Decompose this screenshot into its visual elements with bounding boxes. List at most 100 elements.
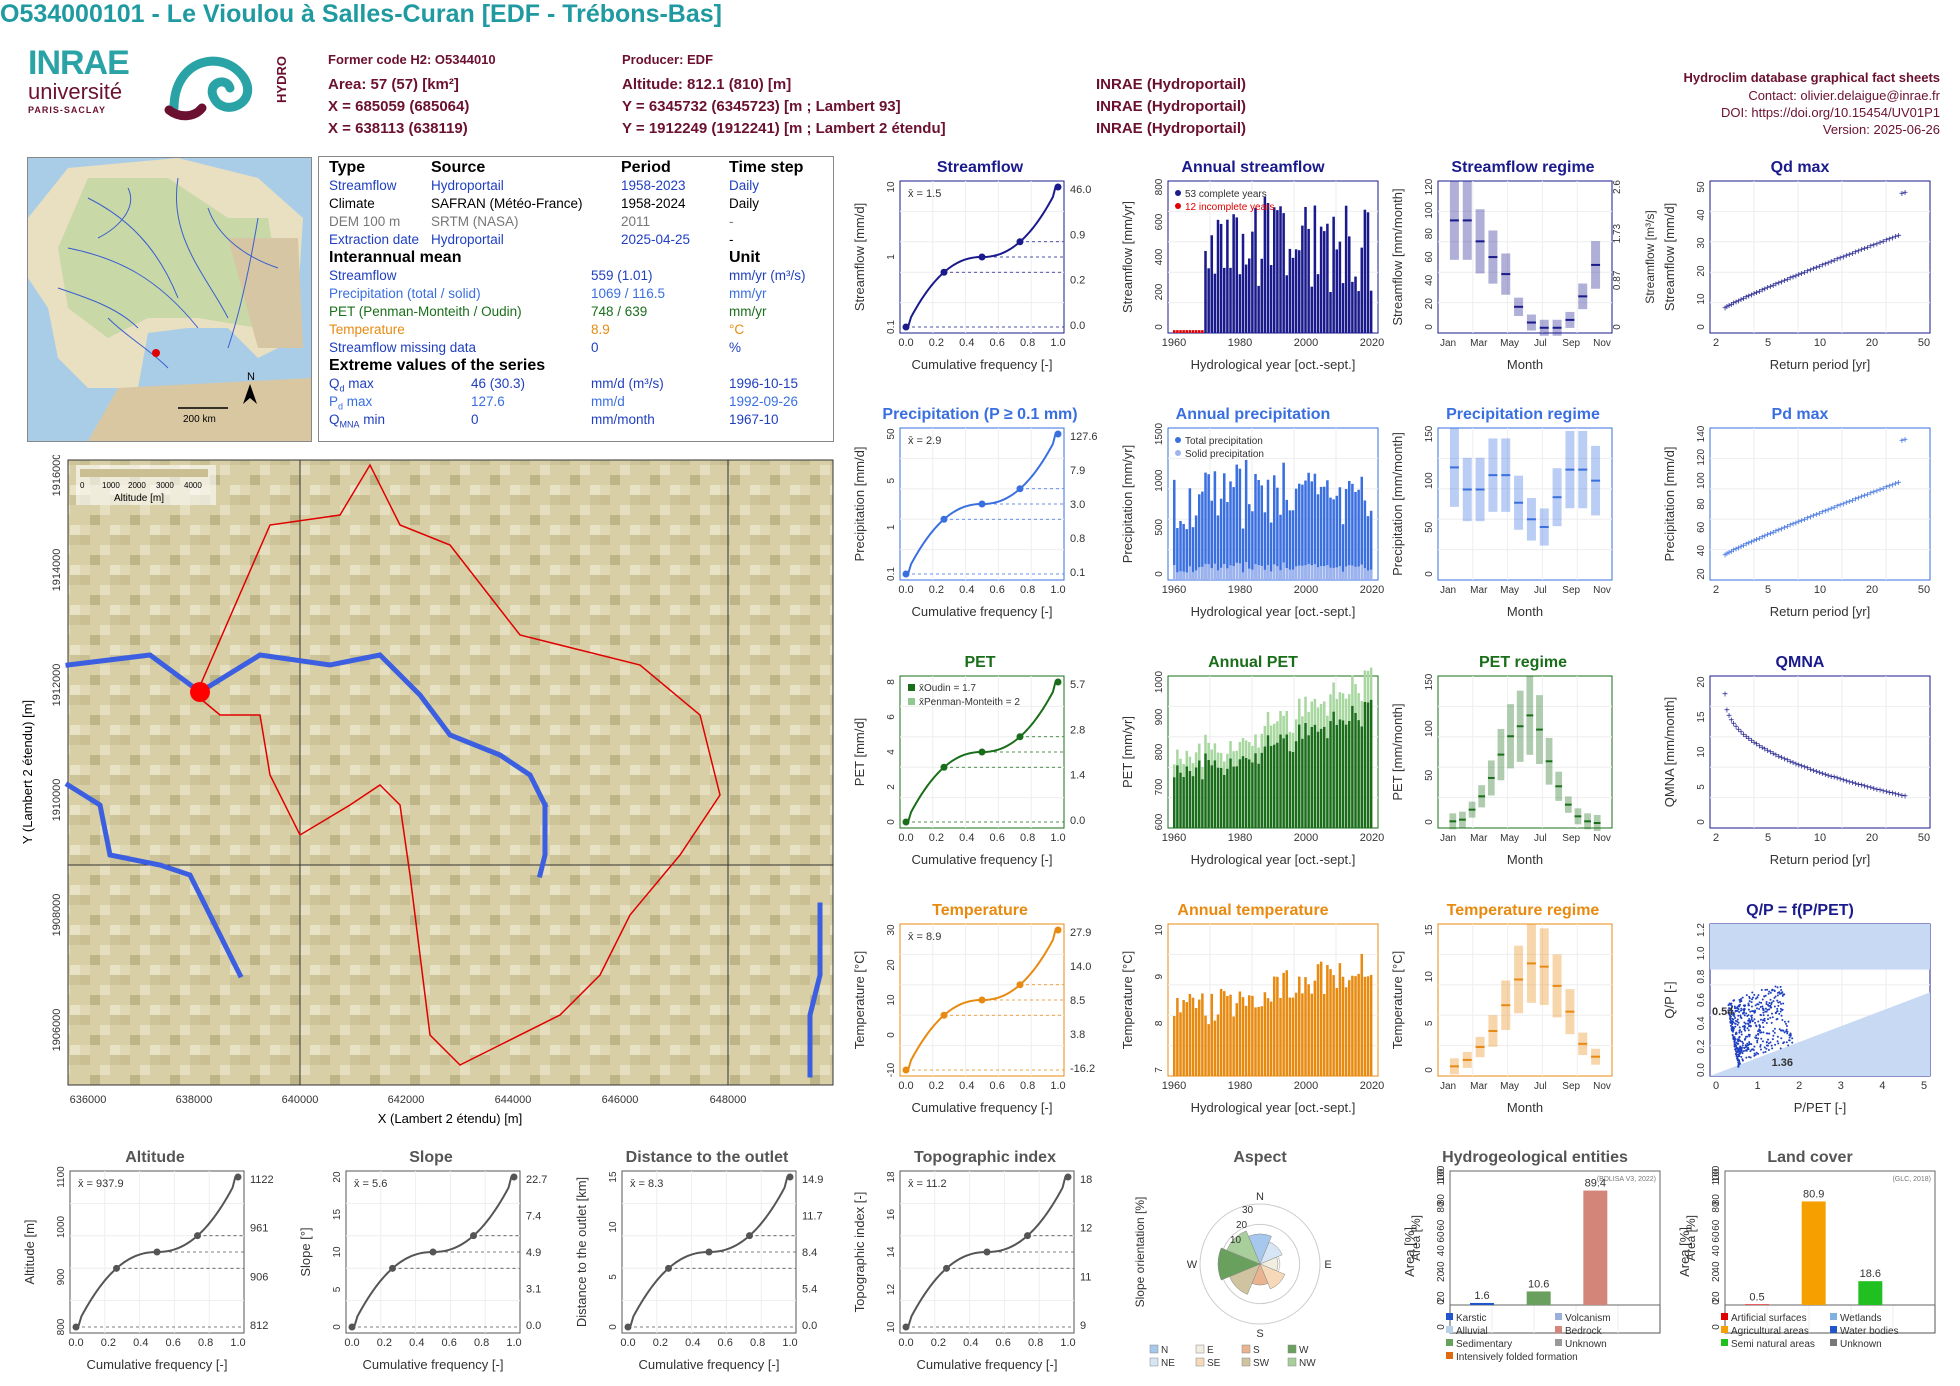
y-tick-label: 150 [1424,425,1435,442]
qp-point [1774,985,1777,988]
annual-bar [1357,973,1360,1076]
annual-bar [1241,756,1245,828]
page-title: O534000101 - Le Vioulou à Salles-Curan [… [0,0,722,28]
return-period-point: + [1816,262,1822,273]
x-tick-label: Jan [1440,833,1456,844]
right-tick-label: -16.2 [1070,1063,1095,1075]
solid-bar [1341,571,1345,580]
pm-bar [1207,742,1210,760]
annual-bar [1210,765,1214,828]
x-axis-label: Month [1507,852,1543,867]
y-tick-label: 0.2 [1696,1039,1707,1053]
return-period-point: + [1736,296,1742,307]
return-period-point: + [1781,523,1787,534]
north-arrow-icon [243,384,257,404]
annual-bar [1348,236,1351,333]
x-tick-label: 0.8 [750,1337,765,1349]
qp-point [1735,1045,1738,1048]
right-tick-label: 0.9 [1070,229,1085,241]
annual-bar [1263,992,1267,1076]
qp-point [1741,1040,1744,1043]
pm-bar [1304,696,1307,723]
annual-bar [1366,516,1370,580]
qp-point [1744,1029,1747,1032]
area-bar [1583,1190,1608,1305]
qp-point [1740,1033,1743,1036]
catchment-map-svg: 0 1000 2000 3000 4000 Altitude [m] 63600… [20,454,834,1126]
solid-bar [1238,563,1242,580]
annual-bar [1232,766,1235,828]
annual-bar [1341,720,1345,828]
annual-bar [1344,488,1348,580]
annual-bar [1216,515,1220,580]
qp-point [1771,1047,1774,1050]
x-axis-label: Hydrological year [oct.-sept.] [1191,604,1356,619]
x-axis-label: Hydrological year [oct.-sept.] [1191,357,1356,372]
doi-link[interactable]: DOI: https://doi.org/10.15454/UV01P1 [1721,105,1940,120]
y-axis-label: Streamflow [mm/month] [1390,188,1405,325]
return-period-point: + [1893,232,1899,243]
qp-point [1734,1052,1737,1055]
solid-bar [1254,564,1257,580]
y-tick-label: 0 [1424,571,1435,577]
y-tick-label: 20 [1696,568,1707,580]
chart-panel: Temperature 0.0 0.2 0.4 0.6 0.8 1.0 -10 0 10 20 30 C… [850,898,1110,1118]
x-tick-label: May [1500,833,1519,844]
qp-annotation: 1.36 [1772,1057,1793,1069]
qp-point [1741,996,1744,999]
return-period-point: + [1871,240,1877,251]
annual-bar [1223,991,1226,1076]
y-tick-label: 20 [1696,676,1707,688]
y-tick-label: 0 [608,1324,619,1330]
legend-swatch [1721,1313,1728,1320]
annual-bar [1194,515,1198,580]
annual-bar [1298,976,1301,1076]
qp-point [1747,1002,1750,1005]
x-tick-label: 0.2 [377,1337,392,1349]
logo-paris-text: PARIS-SACLAY [28,105,107,115]
contact[interactable]: Contact: olivier.delaigue@inrae.fr [1748,88,1940,103]
y-tick-label: 80 [1711,1194,1722,1206]
extreme-date: 1992-09-26 [729,394,799,409]
qp-point [1730,1027,1733,1030]
qp-point [1742,1008,1745,1011]
y-tick-label: 0 [1696,819,1707,825]
info-header-source: Source [431,159,486,176]
annual-bar [1194,330,1198,333]
annual-bar [1254,207,1257,333]
legend-label: E [1207,1345,1214,1356]
qp-point [1776,1007,1779,1010]
qp-point [1771,1012,1774,1015]
svg-text:648000: 648000 [710,1094,747,1106]
return-period-point: + [1837,501,1843,512]
y-axis-label: Temperature [°C] [852,951,867,1049]
pm-bar [1176,749,1179,766]
annual-bar [1301,993,1304,1076]
x-tick-label: 5 [1765,337,1771,349]
plot-frame [1709,675,1931,829]
x-tick-label: 1.0 [1060,1337,1075,1349]
qp-point [1727,1011,1730,1014]
legend-label: Wetlands [1840,1313,1882,1324]
qp-point [1740,1046,1743,1049]
pm-bar [1341,693,1345,721]
qp-point [1743,1025,1746,1028]
legend-swatch [1721,1339,1728,1346]
y-tick-label: 200 [1154,283,1165,300]
return-period-point: + [1762,531,1768,542]
catchment-boundary [195,463,721,1066]
qp-point [1788,1039,1791,1042]
qp-point [1765,1000,1768,1003]
annual-bar [1226,996,1229,1076]
ring-label: 30 [1242,1205,1254,1216]
bar-value-label: 18.6 [1860,1268,1881,1280]
y-tick-label: 80 [1711,1201,1722,1213]
return-period-point: + [1831,773,1837,784]
annual-bar [1282,738,1285,828]
solid-bar [1266,564,1270,580]
extreme-date: 1967-10 [729,412,779,427]
x-tick-label: 50 [1918,832,1930,844]
annual-bar [1316,494,1320,580]
annual-bar [1182,523,1185,580]
chart-svg: Streamflow regime Jan Mar May Jul Sep Nov 0 20 40… [1390,159,1657,372]
